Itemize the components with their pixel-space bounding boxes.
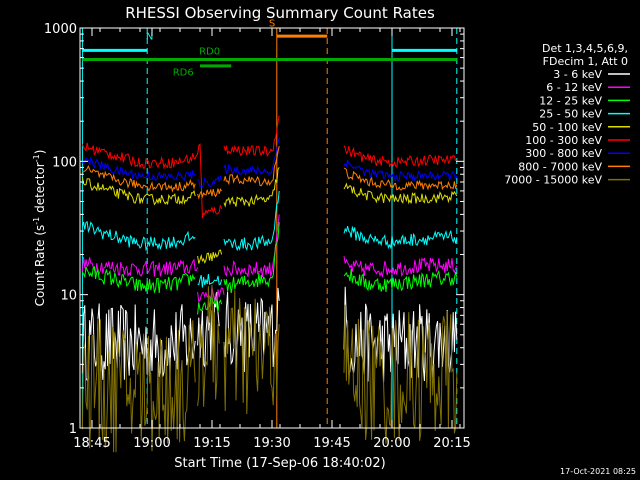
series-line (343, 159, 458, 183)
timestamp: 17-Oct-2021 08:25 (560, 467, 636, 476)
series-line (82, 165, 196, 193)
series-line (81, 318, 196, 453)
series-line (343, 268, 458, 292)
series-line (223, 222, 280, 294)
x-tick-label: 19:00 (133, 436, 170, 451)
series-line (81, 142, 223, 219)
series-line (223, 287, 280, 372)
series-line (197, 249, 223, 264)
y-tick-label: 1 (69, 422, 77, 437)
axes: 1 10 100 1000 18:45 19:00 19:15 19:30 19:45 20:00… (44, 22, 471, 451)
series-line (343, 145, 457, 169)
legend-entry-label: 50 - 100 keV (532, 121, 602, 134)
x-tick-label: 18:45 (73, 436, 110, 451)
legend-entry-label: 12 - 25 keV (539, 94, 602, 107)
series-12-25-keV (81, 222, 458, 315)
series-line (81, 177, 196, 206)
x-axis-label: Start Time (17-Sep-06 18:40:02) (174, 456, 385, 471)
series-line (197, 291, 220, 369)
x-tick-label: 19:45 (313, 436, 350, 451)
series-6-12-keV (81, 214, 458, 303)
annotation-rd6: RD6 (173, 68, 194, 79)
series-line (223, 214, 280, 278)
series-line (343, 286, 458, 383)
annotation-rd0: RD0 (199, 46, 220, 57)
legend-entry-label: 25 - 50 keV (539, 108, 602, 121)
series-line (197, 284, 220, 407)
legend-entry-label: 7000 - 15000 keV (504, 174, 602, 187)
legend-header-line2: FDecim 1, Att 0 (543, 55, 628, 68)
y-tick-label: 10 (60, 289, 77, 304)
x-tick-label: 19:15 (193, 436, 230, 451)
series-line (223, 115, 280, 158)
series-800-7000-keV (82, 145, 458, 200)
series-line (223, 137, 280, 177)
series-line (223, 190, 280, 252)
series-300-800-keV (82, 137, 458, 188)
series-line (343, 225, 458, 250)
series-line (223, 167, 280, 208)
series-7000-15000-keV (81, 284, 458, 453)
series-line (343, 167, 458, 191)
legend-entry-label: 100 - 300 keV (525, 134, 602, 147)
series-25-50-keV (81, 190, 458, 288)
y-axis-label: Count Rate (s-1 detector-1) (32, 150, 47, 307)
series-line (81, 221, 196, 252)
series-50-100-keV (81, 167, 458, 264)
series-line (343, 304, 458, 444)
legend-entry-label: 300 - 800 keV (525, 147, 602, 160)
series-line (223, 290, 280, 415)
annotation-n: N (146, 31, 153, 42)
legend-entry-label: 6 - 12 keV (546, 81, 602, 94)
series-line (81, 265, 196, 294)
plot-area: N S RD6 RD0 (81, 18, 458, 453)
x-tick-label: 20:00 (373, 436, 410, 451)
x-tick-label: 19:30 (253, 436, 290, 451)
legend-entry-label: 3 - 6 keV (553, 68, 602, 81)
series-line (343, 256, 458, 279)
series-line (343, 182, 458, 205)
y-tick-label: 100 (52, 155, 77, 170)
series-line (197, 188, 223, 200)
annotation-s: S (269, 18, 275, 29)
series-line (81, 256, 199, 278)
y-tick-label: 1000 (44, 22, 77, 37)
series-line (197, 175, 223, 188)
x-tick-label: 20:15 (433, 436, 470, 451)
series-line (82, 156, 196, 182)
series-100-300-keV (81, 115, 457, 219)
series-line (197, 273, 223, 288)
legend-header-line1: Det 1,3,4,5,6,9, (542, 42, 628, 55)
series-line (197, 296, 223, 315)
series-line (223, 145, 280, 187)
legend-entry-label: 800 - 7000 keV (518, 160, 602, 173)
chart-title: RHESSI Observing Summary Count Rates (125, 4, 435, 22)
